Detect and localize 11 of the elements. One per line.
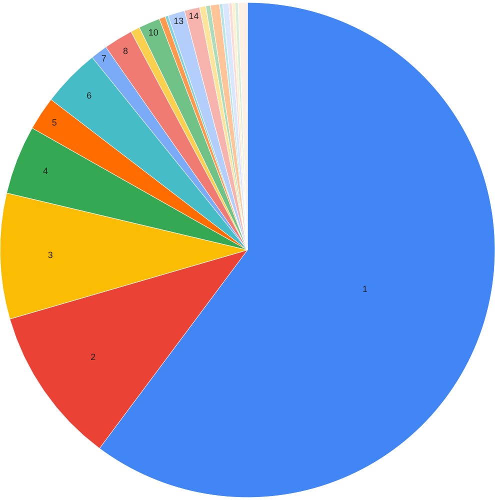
slice-label: 13 (174, 16, 184, 26)
slice-label: 14 (188, 11, 199, 22)
slice-label: 3 (48, 250, 53, 260)
slice-label: 2 (90, 352, 96, 362)
slice-label: 5 (52, 117, 57, 128)
slice-label: 1 (362, 284, 368, 294)
slice-label: 8 (122, 46, 128, 56)
slice-label: 6 (86, 90, 92, 101)
slice-label: 10 (148, 27, 158, 38)
slice-label: 7 (101, 54, 106, 64)
slice-label: 4 (43, 166, 48, 176)
